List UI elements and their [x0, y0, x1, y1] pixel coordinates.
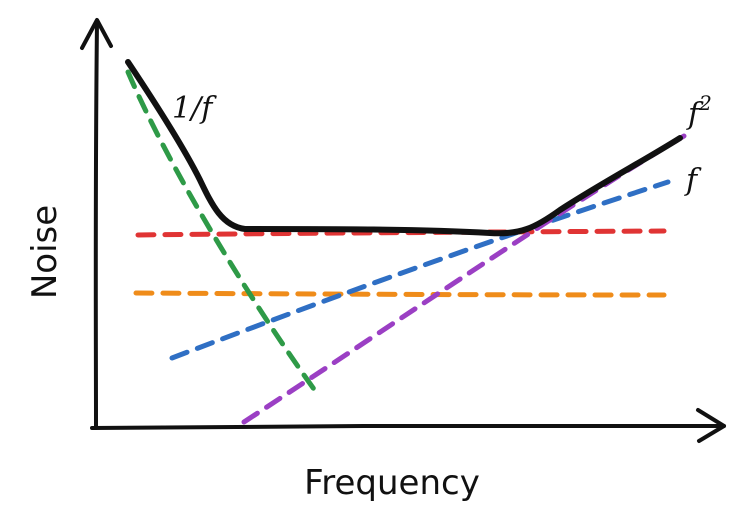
- label-f-squared: f2: [686, 91, 712, 132]
- x-axis-arrowhead: [696, 408, 726, 443]
- blue-dashed-line: [169, 179, 671, 361]
- label-f: f: [684, 163, 702, 198]
- total-noise-curve: [125, 59, 683, 237]
- y-axis-arrowhead: [80, 18, 113, 50]
- y-axis-title: Noise: [25, 205, 65, 299]
- label-f-squared-exponent: 2: [698, 91, 712, 115]
- green-dashed-line: [125, 69, 319, 395]
- axes: [80, 18, 726, 443]
- x-axis: [90, 423, 726, 430]
- y-axis: [93, 20, 99, 430]
- x-axis-title: Frequency: [304, 463, 480, 503]
- purple-dashed-line: [241, 133, 687, 425]
- label-one-over-f: 1/f: [172, 91, 217, 126]
- red-dashed-line: [135, 228, 667, 238]
- orange-dashed-line: [133, 290, 667, 298]
